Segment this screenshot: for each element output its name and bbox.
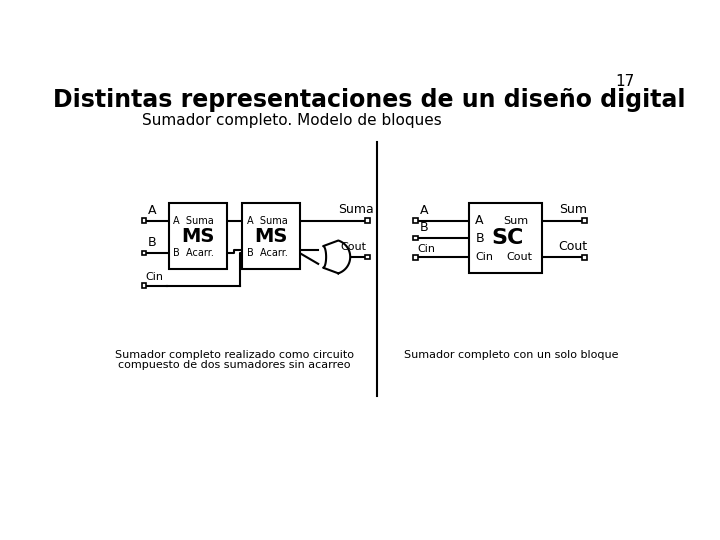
Polygon shape xyxy=(323,240,350,273)
Bar xyxy=(413,255,418,260)
Bar xyxy=(582,218,587,223)
Text: B: B xyxy=(148,236,156,249)
Text: Distintas representaciones de un diseño digital: Distintas representaciones de un diseño … xyxy=(53,88,685,112)
Text: Sumador completo realizado como circuito: Sumador completo realizado como circuito xyxy=(114,350,354,360)
Text: 17: 17 xyxy=(616,74,634,89)
Text: A: A xyxy=(148,204,156,217)
Text: compuesto de dos sumadores sin acarreo: compuesto de dos sumadores sin acarreo xyxy=(118,360,351,370)
Text: B: B xyxy=(420,221,428,234)
Text: Sum: Sum xyxy=(504,215,529,226)
Text: Sumador completo con un solo bloque: Sumador completo con un solo bloque xyxy=(404,350,618,360)
Text: MS: MS xyxy=(181,227,215,246)
Text: B: B xyxy=(475,232,484,245)
Text: Suma: Suma xyxy=(338,203,374,216)
Bar xyxy=(365,254,370,259)
Bar xyxy=(365,218,370,223)
Text: A  Suma: A Suma xyxy=(246,215,287,226)
Bar xyxy=(242,204,300,269)
Text: Sumador completo. Modelo de bloques: Sumador completo. Modelo de bloques xyxy=(142,113,442,129)
Bar xyxy=(413,236,418,240)
Text: Cout: Cout xyxy=(506,253,532,262)
Bar xyxy=(142,251,146,255)
Bar xyxy=(413,218,418,223)
Text: B  Acarr.: B Acarr. xyxy=(174,248,215,258)
Bar xyxy=(582,255,587,260)
Text: A: A xyxy=(420,204,428,217)
Text: A  Suma: A Suma xyxy=(174,215,215,226)
Bar xyxy=(168,204,227,269)
Text: A: A xyxy=(475,214,484,227)
Text: Cout: Cout xyxy=(341,242,366,252)
Text: SC: SC xyxy=(491,228,523,248)
Text: Cin: Cin xyxy=(475,253,493,262)
Bar xyxy=(142,218,146,223)
Text: Cout: Cout xyxy=(559,240,588,253)
Bar xyxy=(469,204,542,273)
Text: Cin: Cin xyxy=(145,272,163,282)
Text: MS: MS xyxy=(254,227,287,246)
Text: Cin: Cin xyxy=(417,244,435,254)
Text: B  Acarr.: B Acarr. xyxy=(246,248,287,258)
Text: Sum: Sum xyxy=(559,203,587,216)
Bar xyxy=(142,284,146,288)
